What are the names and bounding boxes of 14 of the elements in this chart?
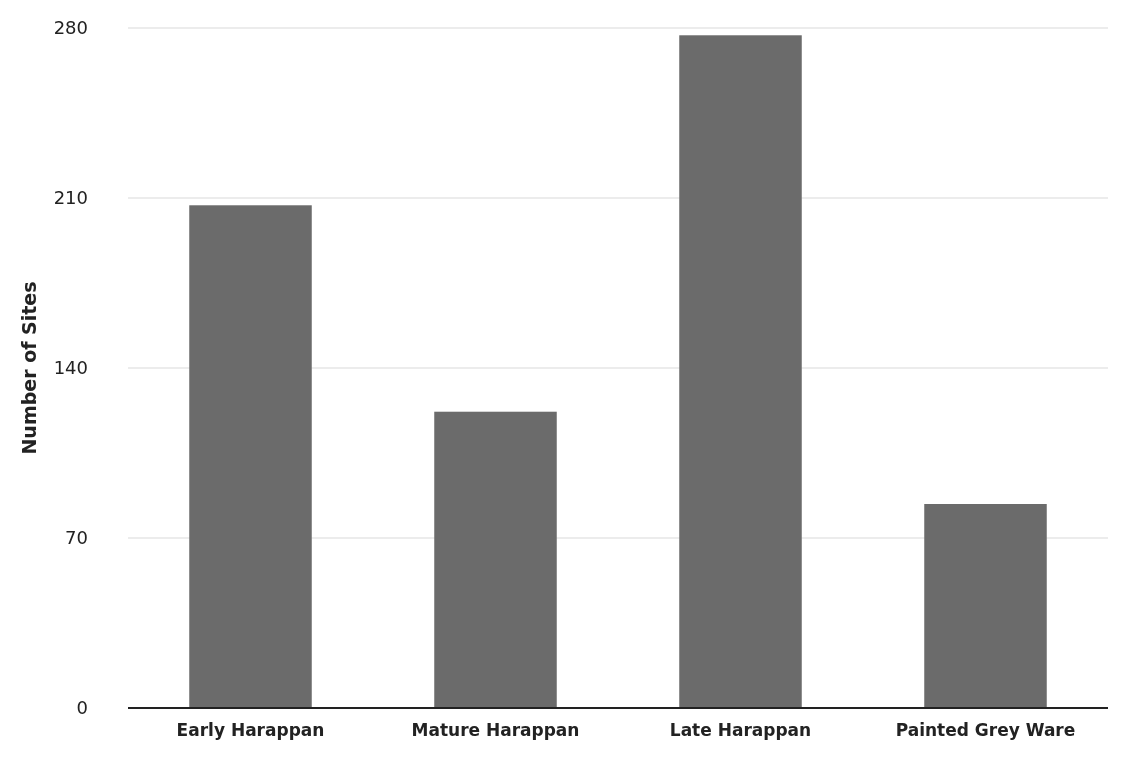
x-tick-label: Mature Harappan <box>411 720 580 740</box>
bar <box>434 411 557 708</box>
y-tick-label: 0 <box>76 697 88 719</box>
y-tick-label: 70 <box>65 527 88 549</box>
x-tick-label: Early Harappan <box>176 720 325 740</box>
y-tick-label: 280 <box>53 17 88 39</box>
y-axis-title: Number of Sites <box>18 281 40 455</box>
y-tick-label: 210 <box>53 187 88 209</box>
bar <box>924 504 1047 708</box>
x-tick-label: Painted Grey Ware <box>895 720 1076 740</box>
bar <box>679 35 802 708</box>
y-tick-label: 140 <box>53 357 88 379</box>
bar <box>189 205 312 708</box>
x-tick-label: Late Harappan <box>669 720 812 740</box>
